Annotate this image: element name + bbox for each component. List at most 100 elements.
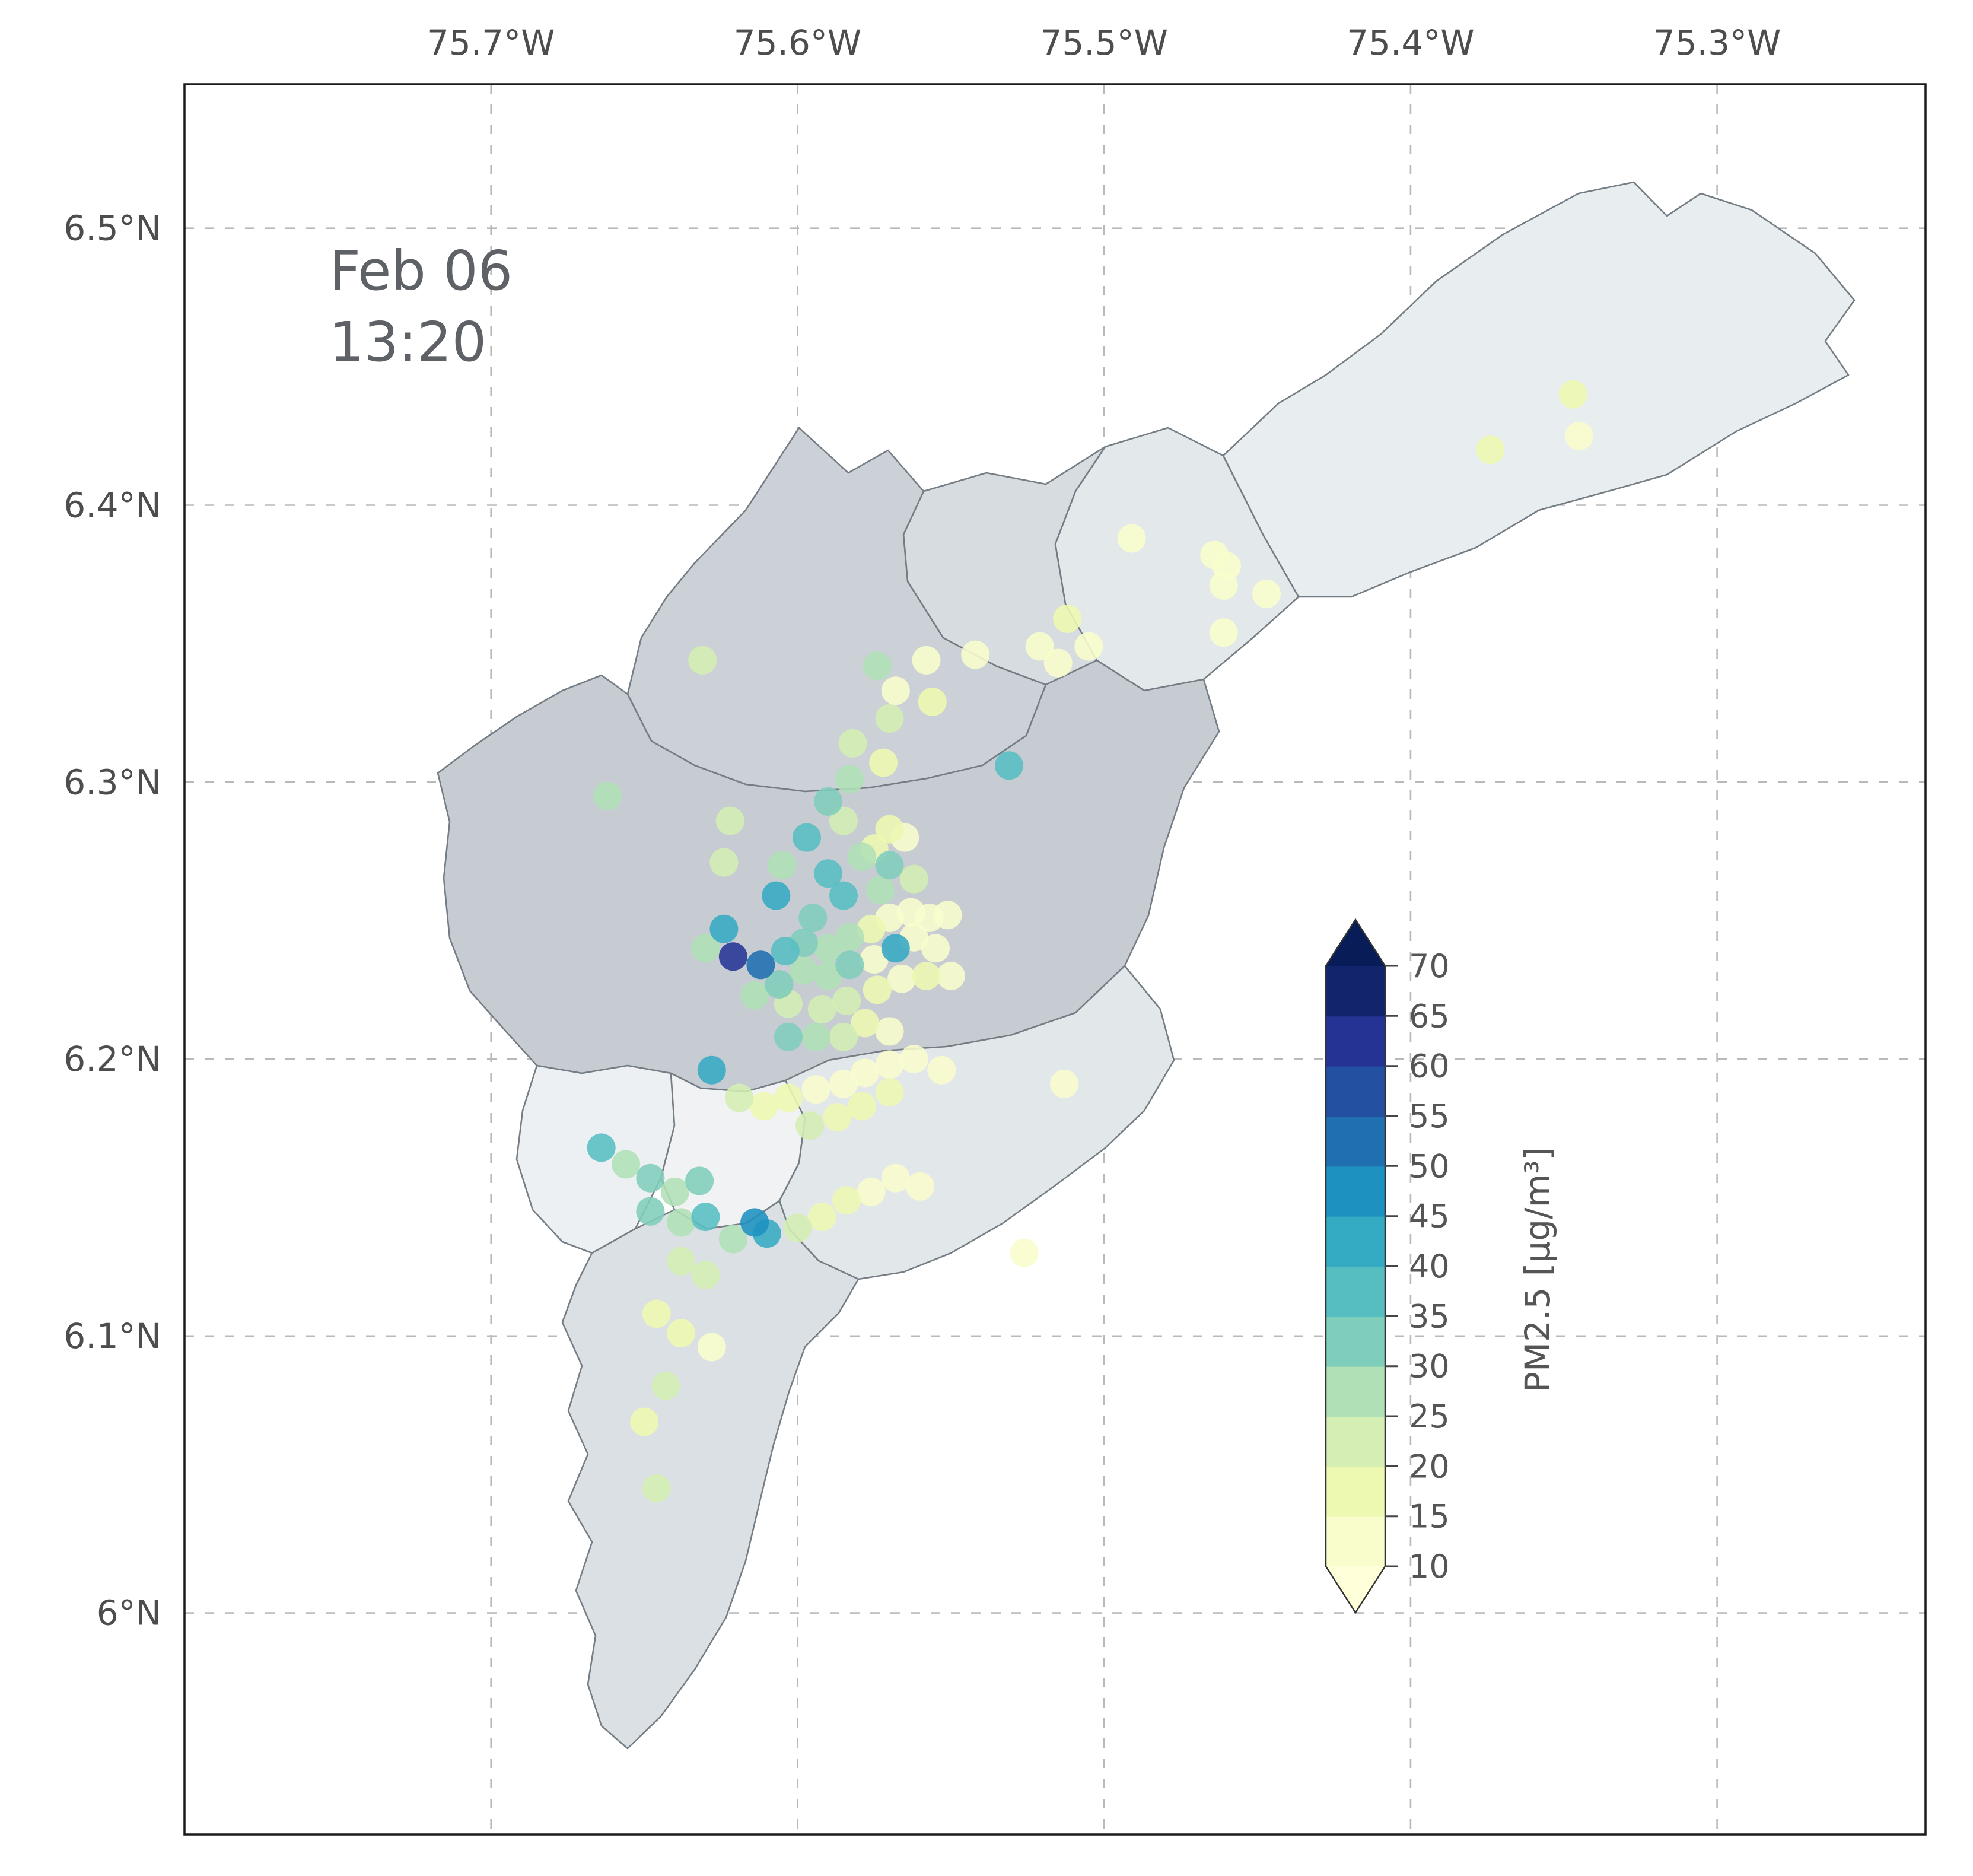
pm25-station-point	[691, 1261, 720, 1290]
pm25-station-point	[927, 1055, 956, 1085]
pm25-station-point	[1043, 648, 1073, 678]
pm25-station-point	[636, 1163, 665, 1193]
colorbar-band	[1326, 1066, 1385, 1117]
pm25-station-point	[912, 962, 941, 990]
pm25-station-point	[807, 995, 836, 1023]
pm25-station-point	[875, 1017, 904, 1046]
colorbar-band	[1326, 1516, 1385, 1567]
pm25-station-point	[667, 1247, 696, 1276]
pm25-station-point	[863, 651, 892, 681]
pm25-station-point	[823, 1103, 852, 1132]
y-tick-label: 6.5°N	[63, 208, 161, 249]
pm25-station-point	[899, 1045, 928, 1073]
pm25-station-point	[866, 876, 895, 905]
colorbar-extend-under	[1326, 1566, 1385, 1613]
colorbar-tick-label: 10	[1409, 1548, 1450, 1585]
pm25-station-point	[697, 1333, 726, 1362]
pm25-station-point	[715, 806, 744, 835]
y-tick-label: 6°N	[97, 1593, 161, 1633]
timestamp-time: 13:20	[329, 310, 486, 374]
pm25-station-point	[814, 787, 843, 816]
pm25-station-point	[774, 1083, 803, 1112]
pm25-station-point	[1025, 632, 1054, 661]
plot-border	[183, 83, 1927, 1836]
pm25-station-point	[783, 1213, 812, 1242]
y-tick-label: 6.2°N	[63, 1039, 161, 1079]
pm25-station-point	[697, 1055, 726, 1085]
pm25-station-point	[814, 934, 843, 963]
colorbar-band	[1326, 1316, 1385, 1367]
pm25-station-point	[838, 729, 867, 758]
colorbar-tick-label: 35	[1409, 1298, 1450, 1335]
pm25-station-point	[857, 1178, 886, 1207]
pm25-station-point	[881, 1163, 910, 1193]
colorbar-band	[1326, 1216, 1385, 1267]
pm25-station-point	[918, 687, 947, 716]
pm25-station-point	[848, 842, 876, 872]
pm25-station-point	[851, 1058, 880, 1088]
pm25-station-point	[660, 1178, 689, 1207]
pm25-station-point	[691, 1203, 720, 1232]
pm25-station-point	[667, 1319, 696, 1348]
pm25-station-point	[829, 1022, 858, 1051]
pm25-station-point	[829, 806, 858, 835]
colorbar-tick-label: 30	[1409, 1348, 1450, 1385]
pm25-station-point	[875, 815, 904, 844]
pm25-station-point	[612, 1150, 641, 1179]
pm25-station-point	[709, 914, 739, 943]
pm25-station-point	[642, 1474, 671, 1503]
pm25-station-point	[814, 859, 843, 888]
municipality-polygon	[561, 1200, 860, 1750]
pm25-station-point	[1476, 435, 1505, 465]
pm25-station-point	[875, 851, 904, 880]
x-tick-label: 75.7°W	[427, 23, 555, 63]
pm25-station-point	[749, 1092, 778, 1121]
colorbar-label: PM2.5 [μg/m³]	[1517, 1147, 1558, 1392]
colorbar-band	[1326, 1116, 1385, 1167]
pm25-station-point	[835, 950, 864, 980]
y-tick-label: 6.3°N	[63, 762, 161, 802]
pm25-station-point	[667, 1208, 696, 1237]
colorbar-tick-label: 50	[1409, 1147, 1450, 1185]
pm25-station-point	[630, 1407, 659, 1436]
pm25-station-point	[651, 1371, 680, 1400]
pm25-station-point	[887, 964, 917, 993]
colorbar-band	[1326, 1466, 1385, 1517]
pm25-station-point	[1010, 1238, 1039, 1267]
pm25-station-point	[912, 646, 941, 675]
pm25-station-point	[906, 1172, 935, 1201]
colorbar-band	[1326, 1366, 1385, 1417]
x-tick-label: 75.6°W	[734, 23, 862, 63]
pm25-station-point	[691, 934, 720, 963]
pm25-station-point	[718, 942, 747, 971]
colorbar-tick-label: 60	[1409, 1048, 1450, 1085]
pm25-station-point	[762, 881, 791, 910]
pm25-station-point	[807, 1203, 836, 1232]
timestamp-date: Feb 06	[329, 239, 513, 303]
scatter-points	[587, 380, 1594, 1503]
pm25-station-point	[1209, 618, 1238, 647]
pm25-station-point	[798, 904, 828, 932]
colorbar-tick-label: 25	[1409, 1398, 1450, 1435]
pm25-station-point	[857, 914, 886, 943]
pm25-station-point	[860, 945, 889, 974]
pm25-station-point	[848, 1092, 876, 1121]
pm25-station-point	[899, 864, 928, 894]
pm25-station-point	[685, 1166, 714, 1195]
pm25-station-point	[789, 956, 818, 985]
colorbar: 70 65 60 55 50 45 40 35 30 25 20 15 10	[1325, 918, 1450, 1614]
y-tick-label: 6.1°N	[63, 1316, 161, 1356]
pm25-station-point	[709, 848, 739, 877]
pm25-station-point	[875, 1050, 904, 1079]
pm25-station-point	[832, 1186, 861, 1215]
colorbar-tick-label: 65	[1409, 997, 1450, 1035]
pm25-station-point	[587, 1133, 616, 1162]
pm25-station-point	[835, 765, 864, 794]
pm25-station-point	[688, 646, 717, 675]
pm25-station-point	[1558, 380, 1587, 409]
pm25-station-point	[829, 1070, 858, 1098]
colorbar-tick-label: 15	[1409, 1498, 1450, 1535]
pm25-station-point	[835, 923, 864, 952]
colorbar-band	[1326, 1266, 1385, 1317]
